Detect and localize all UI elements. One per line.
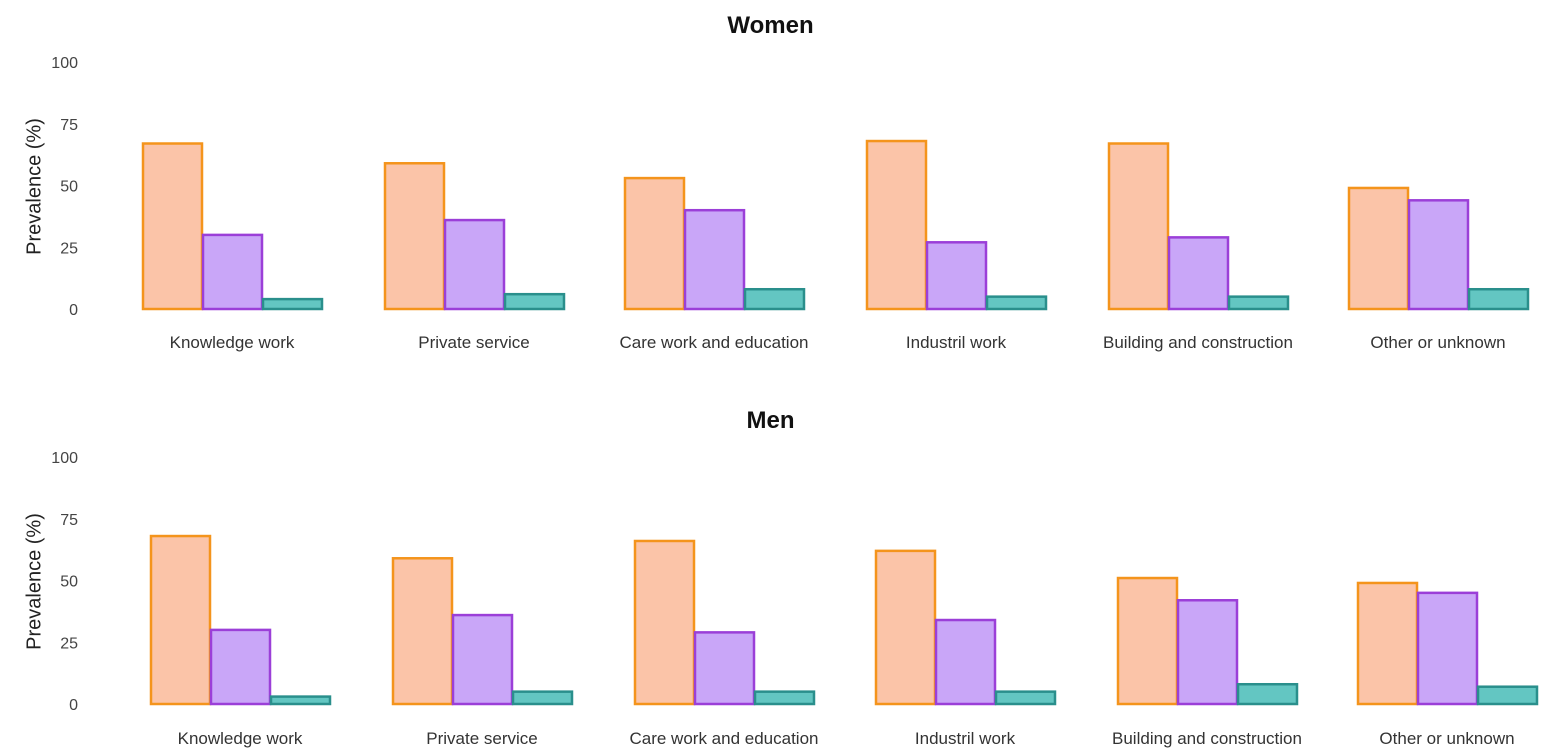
chart-title: Women [727, 12, 814, 39]
bar-chart-men: 0 25 50 75 100 Knowledge work Private service C… [51, 450, 1539, 748]
bar [865, 139, 928, 311]
x-category-label: Building and construction [1103, 333, 1293, 352]
y-tick-label: 50 [60, 179, 78, 196]
y-tick-label: 25 [60, 635, 78, 652]
bar [261, 297, 324, 311]
bar [874, 549, 937, 706]
y-tick-label: 100 [51, 450, 78, 467]
bar [1107, 142, 1170, 311]
x-category-label: Industril work [906, 333, 1007, 352]
x-category-label: Industril work [915, 729, 1016, 748]
chart-title: Men [746, 407, 795, 434]
y-tick-label: 100 [51, 55, 78, 72]
bar [443, 218, 506, 311]
x-category-label: Knowledge work [178, 729, 303, 748]
x-category-label: Private service [426, 729, 537, 748]
y-tick-label: 50 [60, 574, 78, 591]
bar [1416, 591, 1479, 706]
bar [1476, 685, 1539, 706]
bar [633, 539, 696, 706]
bar [623, 176, 686, 311]
bar [391, 557, 454, 706]
bar [1356, 581, 1419, 706]
bar [743, 287, 806, 311]
bar [1407, 199, 1470, 311]
bar [994, 690, 1057, 706]
x-category-label: Knowledge work [170, 333, 295, 352]
bar [1227, 295, 1290, 311]
bar [1176, 599, 1239, 706]
chart-panel-men: Men Prevalence (%) 0 25 50 75 100 Knowledge w… [0, 395, 1541, 749]
bar [383, 162, 446, 311]
bar [201, 233, 264, 311]
bar [511, 690, 574, 706]
x-category-label: Private service [418, 333, 529, 352]
bar [925, 241, 988, 311]
y-tick-label: 25 [60, 240, 78, 257]
x-category-label: Building and construction [1112, 729, 1302, 748]
bar [1167, 236, 1230, 311]
bar [753, 690, 816, 706]
bar [149, 534, 212, 706]
bar [209, 628, 272, 706]
y-tick-label: 0 [69, 697, 78, 714]
y-tick-label: 0 [69, 302, 78, 319]
x-category-label: Other or unknown [1379, 729, 1514, 748]
bar [451, 613, 514, 706]
y-tick-label: 75 [60, 512, 78, 529]
bar [503, 292, 566, 311]
bar [1467, 287, 1530, 311]
bar [934, 618, 997, 706]
bar [1236, 682, 1299, 706]
chart-panel-women: Women Prevalence (%) 0 25 50 75 100 Knowledge… [24, 12, 1530, 352]
y-tick-label: 75 [60, 117, 78, 134]
x-category-label: Care work and education [619, 333, 808, 352]
bar [1116, 576, 1179, 706]
x-category-label: Care work and education [629, 729, 818, 748]
bar [1347, 186, 1410, 311]
bar [269, 695, 332, 706]
bar-chart-women: 0 25 50 75 100 Knowledge work Private service C… [51, 55, 1530, 352]
bar [141, 142, 204, 311]
x-category-label: Other or unknown [1370, 333, 1505, 352]
bar [683, 208, 746, 311]
bar [985, 295, 1048, 311]
bar [693, 631, 756, 706]
